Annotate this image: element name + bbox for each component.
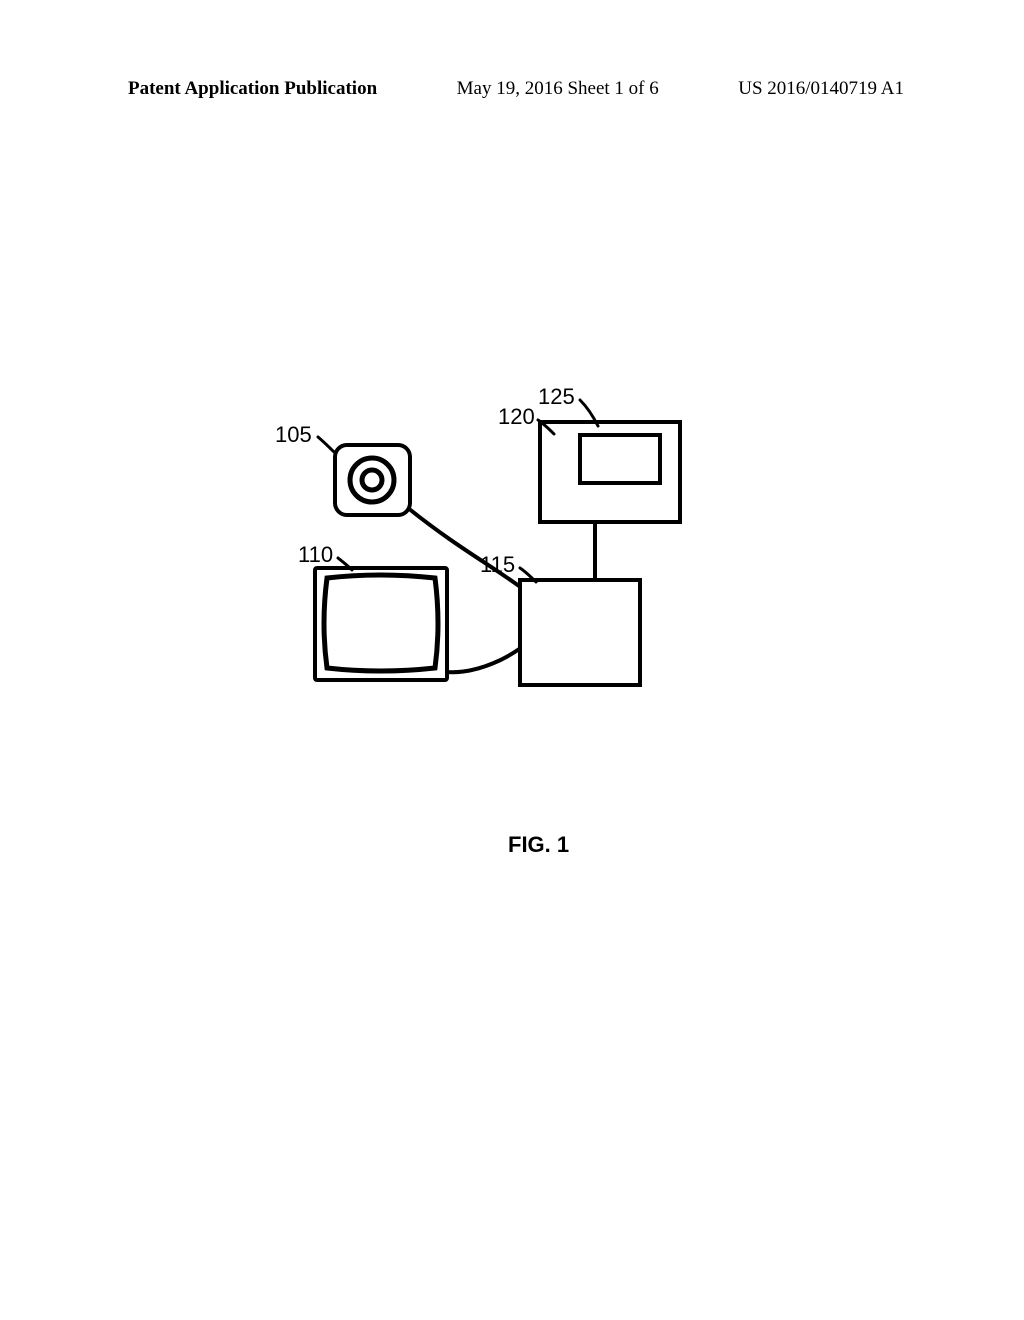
figure-caption: FIG. 1: [508, 832, 569, 858]
box-125: [580, 435, 660, 483]
header-center: May 19, 2016 Sheet 1 of 6: [457, 78, 659, 100]
monitor-screen: [324, 575, 438, 671]
page-header: Patent Application Publication May 19, 2…: [0, 78, 1024, 100]
ref-label-110: 110: [298, 542, 333, 567]
header-left: Patent Application Publication: [128, 78, 377, 100]
camera-lens: [362, 470, 382, 490]
box-115: [520, 580, 640, 685]
ref-label-115: 115: [480, 552, 515, 577]
lead-line-105: [318, 437, 334, 452]
ref-label-105: 105: [275, 422, 312, 447]
ref-label-120: 120: [498, 404, 535, 429]
ref-label-125: 125: [538, 384, 575, 409]
page: Patent Application Publication May 19, 2…: [0, 0, 1024, 1320]
figure-1-diagram: 105 110 115 120125: [240, 380, 720, 760]
header-right: US 2016/0140719 A1: [738, 78, 904, 100]
